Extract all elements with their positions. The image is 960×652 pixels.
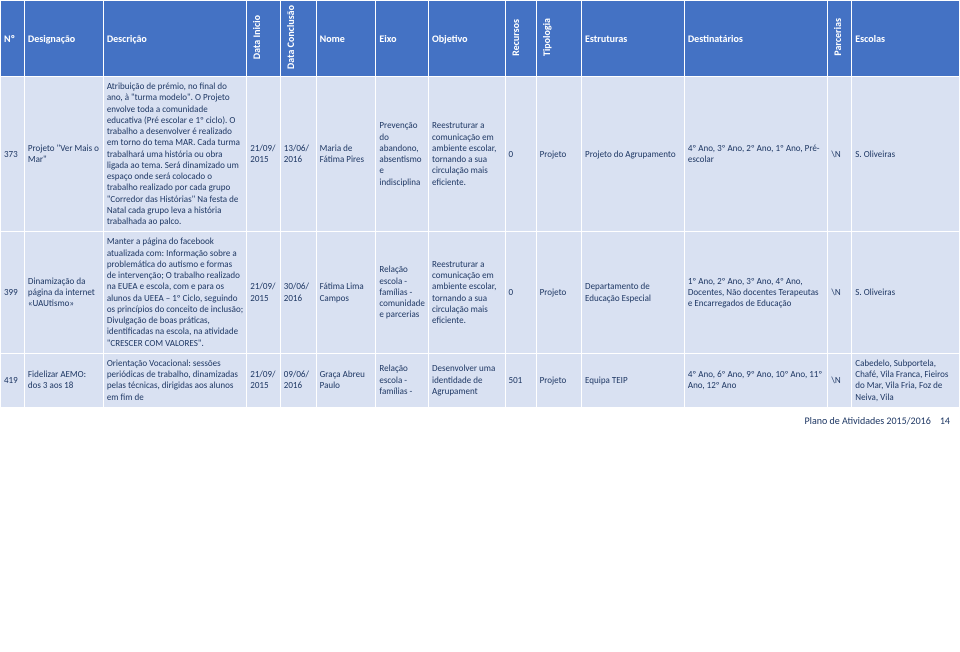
cell-destinatarios: 1º Ano, 2º Ano, 3º Ano, 4º Ano, Docentes…	[684, 232, 827, 354]
table-row: 399 Dinamização da página da internet «U…	[1, 232, 960, 354]
cell-n: 373	[1, 77, 25, 232]
cell-tipologia: Projeto	[536, 77, 581, 232]
cell-descricao: Orientação Vocacional: sessões periódica…	[103, 353, 246, 407]
cell-descricao: Atribuição de prémio, no final do ano, à…	[103, 77, 246, 232]
table-body: 373 Projeto "Ver Mais o Mar" Atribuição …	[1, 77, 960, 408]
activities-table: Nº Designação Descrição Data Inicio Data…	[0, 0, 960, 408]
cell-data-inicio: 21/09/2015	[247, 232, 280, 354]
cell-designacao: Projeto "Ver Mais o Mar"	[24, 77, 103, 232]
table-row: 419 Fidelizar AEMO: dos 3 aos 18 Orienta…	[1, 353, 960, 407]
cell-recursos: 0	[505, 232, 536, 354]
cell-nome: Fátima Lima Campos	[316, 232, 376, 354]
cell-objetivo: Reestruturar a comunicação em ambiente e…	[429, 232, 506, 354]
cell-data-conclusao: 30/06/2016	[280, 232, 316, 354]
cell-escolas: S. Oliveiras	[852, 77, 960, 232]
col-parcerias: Parcerias	[828, 1, 852, 77]
cell-estruturas: Departamento de Educação Especial	[582, 232, 685, 354]
col-estruturas: Estruturas	[582, 1, 685, 77]
cell-escolas: S. Oliveiras	[852, 232, 960, 354]
cell-parcerias: \N	[828, 353, 852, 407]
col-designacao: Designação	[24, 1, 103, 77]
cell-destinatarios: 4º Ano, 3º Ano, 2º Ano, 1º Ano, Pré-esco…	[684, 77, 827, 232]
cell-data-inicio: 21/09/2015	[247, 77, 280, 232]
cell-destinatarios: 4º Ano, 6º Ano, 9º Ano, 10º Ano, 11º Ano…	[684, 353, 827, 407]
cell-escolas: Cabedelo, Subportela, Chafé, Vila Franca…	[852, 353, 960, 407]
cell-objetivo: Reestruturar a comunicação em ambiente e…	[429, 77, 506, 232]
col-n: Nº	[1, 1, 25, 77]
cell-recursos: 0	[505, 77, 536, 232]
cell-tipologia: Projeto	[536, 353, 581, 407]
col-data-conclusao: Data Conclusão	[280, 1, 316, 77]
col-recursos: Recursos	[505, 1, 536, 77]
col-nome: Nome	[316, 1, 376, 77]
page-footer: Plano de Atividades 2015/2016 14	[0, 408, 960, 431]
cell-eixo: Relação escola - famílias -	[376, 353, 429, 407]
cell-nome: Maria de Fátima Pires	[316, 77, 376, 232]
col-destinatarios: Destinatários	[684, 1, 827, 77]
footer-label: Plano de Atividades 2015/2016	[805, 414, 931, 427]
cell-n: 399	[1, 232, 25, 354]
cell-parcerias: \N	[828, 232, 852, 354]
cell-data-conclusao: 13/06/2016	[280, 77, 316, 232]
cell-nome: Graça Abreu Paulo	[316, 353, 376, 407]
col-descricao: Descrição	[103, 1, 246, 77]
cell-data-inicio: 21/09/2015	[247, 353, 280, 407]
cell-objetivo: Desenvolver uma identidade de Agrupament	[429, 353, 506, 407]
cell-recursos: 501	[505, 353, 536, 407]
col-data-inicio: Data Inicio	[247, 1, 280, 77]
table-row: 373 Projeto "Ver Mais o Mar" Atribuição …	[1, 77, 960, 232]
cell-descricao: Manter a página do facebook atualizada c…	[103, 232, 246, 354]
cell-estruturas: Projeto do Agrupamento	[582, 77, 685, 232]
col-tipologia: Tipologia	[536, 1, 581, 77]
cell-data-conclusao: 09/06/2016	[280, 353, 316, 407]
cell-n: 419	[1, 353, 25, 407]
cell-estruturas: Equipa TEIP	[582, 353, 685, 407]
col-eixo: Eixo	[376, 1, 429, 77]
footer-page: 14	[940, 414, 950, 427]
cell-eixo: Prevenção do abandono, absentismo e indi…	[376, 77, 429, 232]
cell-tipologia: Projeto	[536, 232, 581, 354]
table-header: Nº Designação Descrição Data Inicio Data…	[1, 1, 960, 77]
cell-designacao: Dinamização da página da internet «UAUti…	[24, 232, 103, 354]
col-escolas: Escolas	[852, 1, 960, 77]
cell-designacao: Fidelizar AEMO: dos 3 aos 18	[24, 353, 103, 407]
cell-eixo: Relação escola - famílias - comunidade e…	[376, 232, 429, 354]
cell-parcerias: \N	[828, 77, 852, 232]
col-objetivo: Objetivo	[429, 1, 506, 77]
